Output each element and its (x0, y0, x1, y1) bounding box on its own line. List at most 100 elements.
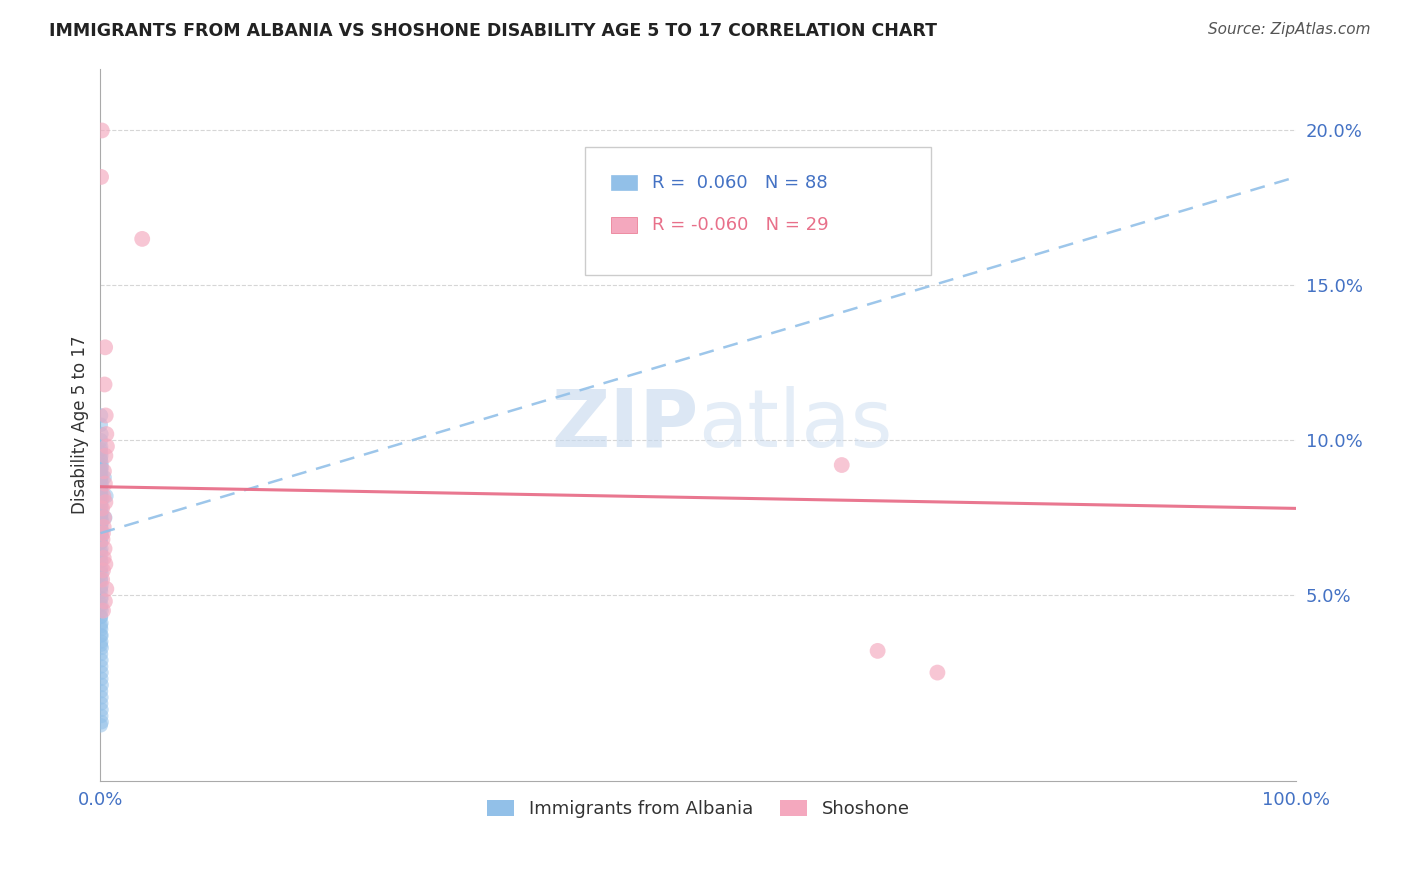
Point (93, 551, 115, 566)
Point (94, 340, 117, 354)
Point (93, 541, 115, 556)
Point (94, 409, 117, 423)
Point (90, 523, 112, 537)
Point (90, 510, 112, 524)
Point (90, 417, 112, 432)
Point (90, 718, 112, 732)
Point (96, 582, 118, 596)
Point (90, 480, 112, 494)
Text: IMMIGRANTS FROM ALBANIA VS SHOSHONE DISABILITY AGE 5 TO 17 CORRELATION CHART: IMMIGRANTS FROM ALBANIA VS SHOSHONE DISA… (49, 22, 938, 40)
FancyBboxPatch shape (585, 147, 931, 275)
Point (91, 604, 114, 618)
Point (90, 434, 112, 448)
Point (94, 476, 117, 491)
Point (90, 535, 112, 549)
Point (94, 594, 117, 608)
Point (927, 665, 949, 680)
Point (90, 573, 112, 587)
Point (94, 510, 117, 524)
Point (93, 520, 115, 534)
Point (90, 640, 112, 655)
Point (91, 489, 114, 503)
Point (90, 560, 112, 574)
Text: ZIP: ZIP (551, 385, 699, 464)
Point (90, 470, 112, 484)
Point (90, 529, 112, 543)
Point (90, 703, 112, 717)
Legend: Immigrants from Albania, Shoshone: Immigrants from Albania, Shoshone (479, 793, 917, 825)
Point (90, 684, 112, 698)
Point (90, 427, 112, 442)
Point (131, 232, 153, 246)
Point (90, 579, 112, 593)
Point (90, 598, 112, 612)
Point (90, 548, 112, 562)
Point (90, 659, 112, 673)
Point (90, 604, 112, 618)
Point (90, 508, 112, 522)
Point (90, 554, 112, 568)
Text: atlas: atlas (699, 385, 893, 464)
Point (90, 591, 112, 606)
Point (90, 697, 112, 711)
Point (90, 653, 112, 667)
Point (90, 476, 112, 491)
Point (90, 492, 112, 507)
Point (90, 489, 112, 503)
Point (90, 508, 112, 522)
Point (90, 628, 112, 642)
Point (90, 634, 112, 648)
Point (93, 510, 115, 524)
Point (90, 461, 112, 475)
Point (94, 449, 117, 463)
Point (96, 427, 118, 442)
Y-axis label: Disability Age 5 to 17: Disability Age 5 to 17 (72, 335, 89, 514)
Point (90, 504, 112, 518)
Point (866, 644, 889, 658)
Point (831, 458, 853, 472)
Point (90, 464, 112, 478)
Point (90, 609, 112, 624)
Point (91, 573, 114, 587)
Point (90, 690, 112, 705)
Point (90, 665, 112, 680)
Point (90, 461, 112, 475)
Point (90, 715, 112, 730)
Point (91, 563, 114, 577)
Point (90, 526, 112, 541)
Point (96, 439, 118, 453)
Point (96, 489, 118, 503)
Point (90, 545, 112, 559)
Point (90, 622, 112, 636)
Point (90, 609, 112, 624)
Point (90, 678, 112, 692)
Point (91, 533, 114, 547)
Point (93, 470, 115, 484)
Point (90, 520, 112, 534)
Point (90, 455, 112, 469)
Point (94, 495, 117, 509)
Text: Source: ZipAtlas.com: Source: ZipAtlas.com (1208, 22, 1371, 37)
Point (90, 516, 112, 531)
Bar (612, 218, 637, 233)
Point (90, 442, 112, 457)
Point (90, 585, 112, 599)
Point (90, 526, 112, 541)
Point (90, 647, 112, 661)
Point (90, 483, 112, 497)
Point (90, 615, 112, 630)
Point (90, 501, 112, 516)
Point (90, 600, 112, 615)
Text: R = -0.060   N = 29: R = -0.060 N = 29 (651, 216, 828, 235)
Bar (612, 175, 637, 190)
Text: R =  0.060   N = 88: R = 0.060 N = 88 (651, 174, 827, 192)
Point (90, 591, 112, 606)
Point (90, 535, 112, 549)
Point (93, 377, 115, 392)
Point (90, 582, 112, 596)
Point (90, 628, 112, 642)
Point (90, 451, 112, 466)
Point (90, 566, 112, 581)
Point (90, 619, 112, 633)
Point (90, 458, 112, 472)
